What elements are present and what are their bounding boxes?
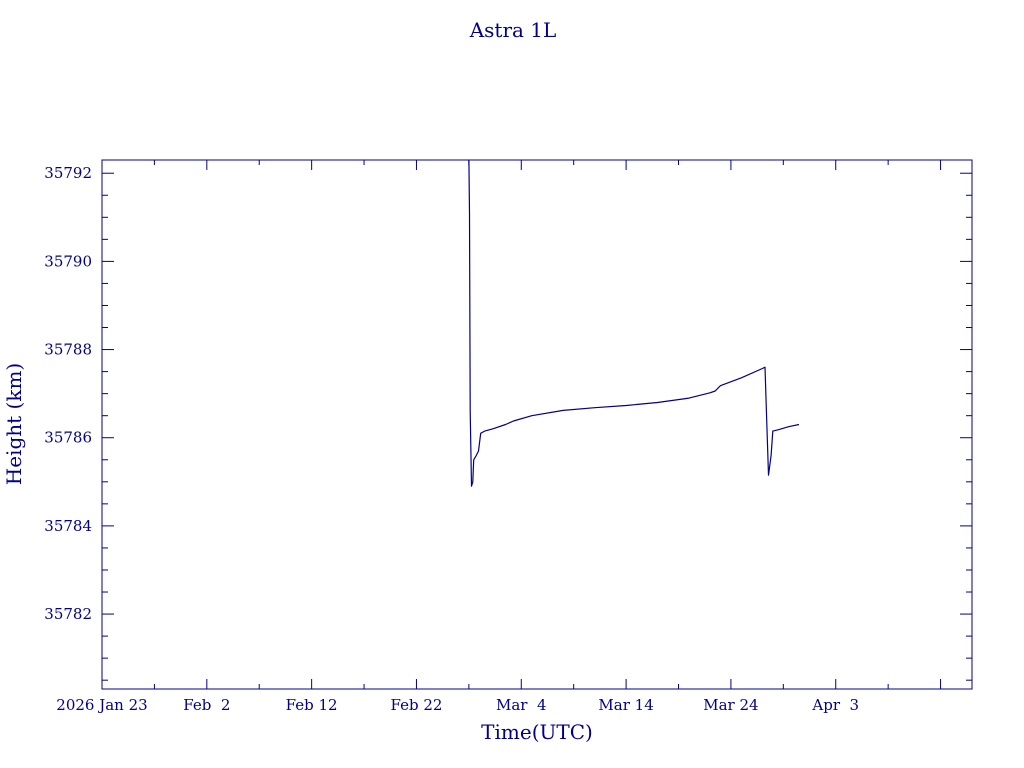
y-tick-label: 35786: [44, 429, 92, 447]
y-tick-label: 35784: [44, 517, 92, 535]
x-tick-label: Feb 12: [286, 696, 338, 714]
plot-frame: [101, 159, 973, 690]
x-axis-ticks: [101, 160, 942, 689]
x-tick-label: Mar 14: [598, 696, 653, 714]
height-series-line: [468, 159, 800, 487]
x-tick-label: Mar 24: [703, 696, 758, 714]
y-tick-label: 35790: [44, 252, 92, 270]
chart-title: Astra 1L: [469, 18, 557, 42]
x-tick-label: 2026 Jan 23: [56, 696, 147, 714]
series-layer: [468, 159, 800, 487]
x-tick-label: Feb 22: [390, 696, 442, 714]
x-tick-label: Mar 4: [496, 696, 547, 714]
y-tick-label: 35782: [44, 605, 92, 623]
y-axis-title: Height (km): [2, 363, 26, 485]
y-tick-label: 35792: [44, 164, 92, 182]
x-axis-title: Time(UTC): [481, 720, 593, 744]
x-axis-tick-labels: 2026 Jan 23 Feb 2 Feb 12 Feb 22 Mar 4 Mar 14 M…: [56, 696, 859, 714]
x-tick-label: Apr 3: [811, 696, 859, 714]
y-axis-ticks: [102, 172, 972, 681]
y-tick-label: 35788: [44, 341, 92, 359]
y-axis-tick-labels: 35782 35784 35786 35788 35790 35792: [44, 164, 92, 623]
x-tick-label: Feb 2: [183, 696, 230, 714]
